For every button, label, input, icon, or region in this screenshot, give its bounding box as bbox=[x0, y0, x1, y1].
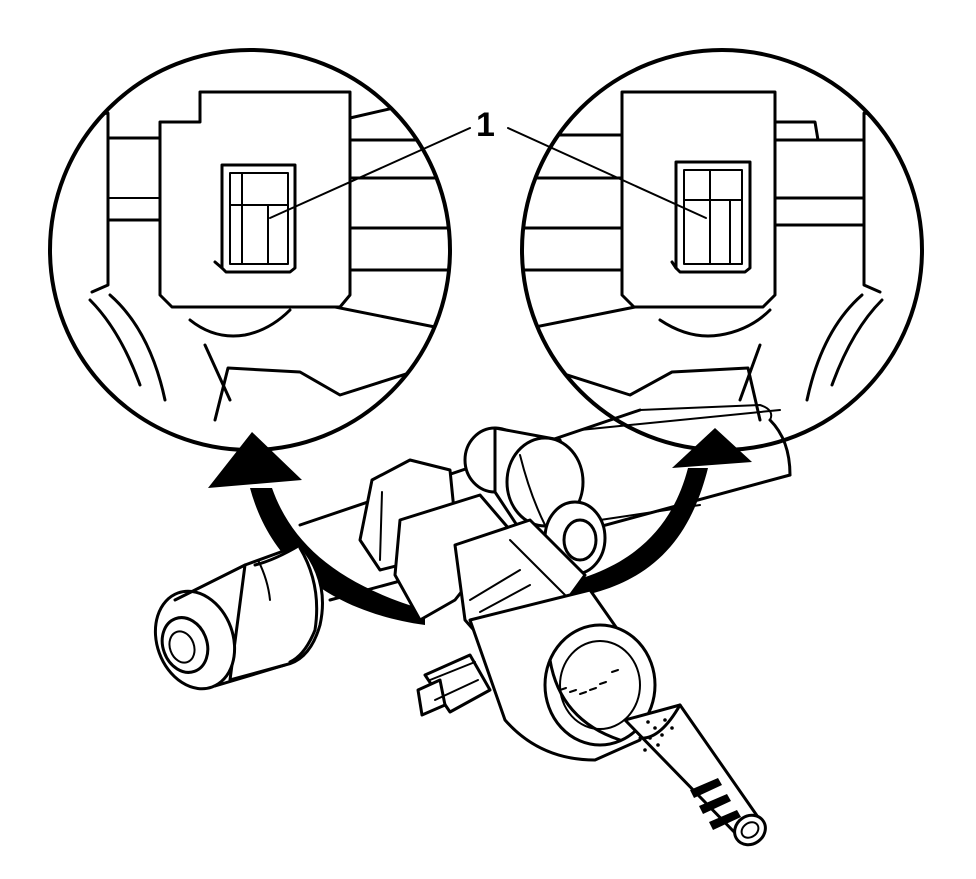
input-shaft bbox=[623, 703, 767, 847]
steering-column-assembly bbox=[153, 404, 792, 847]
steering-shaft-housing bbox=[468, 588, 657, 762]
right-background-structure bbox=[522, 111, 884, 422]
left-connector-housing bbox=[158, 90, 352, 309]
detail-view-right bbox=[520, 48, 924, 452]
knurled-ring bbox=[559, 669, 619, 695]
callout-leader-right bbox=[507, 127, 707, 219]
upper-bushing bbox=[463, 426, 607, 576]
electrical-connector bbox=[416, 653, 492, 717]
callout-label: 1 bbox=[476, 106, 495, 144]
shaft-coupling bbox=[153, 543, 324, 691]
callout-1: 1 bbox=[269, 106, 707, 219]
detail-view-left bbox=[48, 48, 452, 452]
right-connector-housing bbox=[620, 90, 777, 309]
callout-leader-left bbox=[269, 127, 471, 219]
